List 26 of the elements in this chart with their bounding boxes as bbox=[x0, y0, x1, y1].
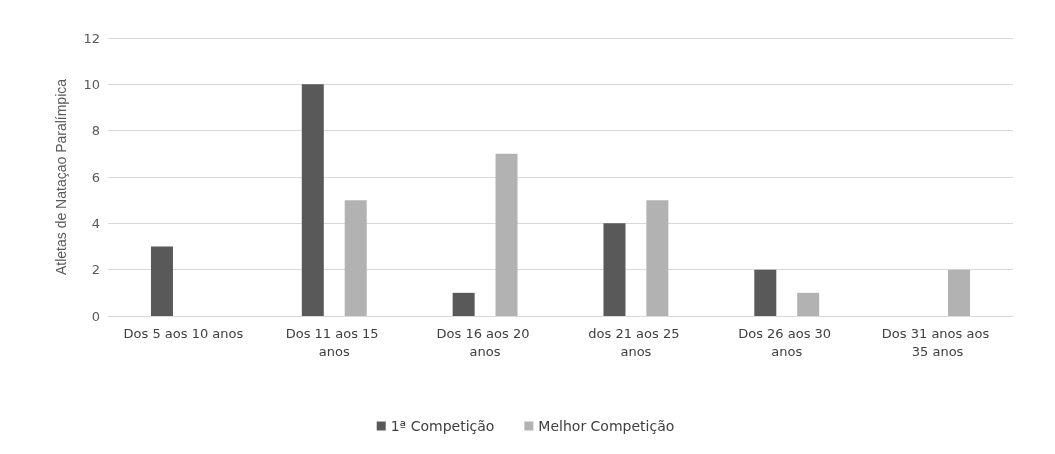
bar bbox=[754, 269, 777, 316]
bar bbox=[150, 246, 173, 316]
y-tick-label: 2 bbox=[91, 262, 100, 278]
x-tick-label: Dos 26 aos 30 anos bbox=[738, 325, 836, 359]
y-tick-label: 4 bbox=[91, 215, 100, 231]
y-tick-label: 12 bbox=[83, 30, 100, 46]
y-tick-label: 6 bbox=[91, 169, 100, 185]
bar bbox=[452, 292, 475, 316]
y-tick-label: 10 bbox=[83, 76, 100, 92]
x-tick-label: Dos 5 aos 10 anos bbox=[123, 325, 244, 341]
bar bbox=[301, 84, 324, 316]
y-tick-label: 0 bbox=[91, 308, 100, 324]
x-tick-label: dos 21 aos 25 anos bbox=[588, 325, 684, 359]
y-axis-title: Atletas de Nataçao Paralímpica bbox=[53, 78, 69, 276]
legend-label: Melhor Competição bbox=[538, 418, 675, 434]
bar bbox=[495, 153, 518, 316]
bar bbox=[344, 200, 367, 316]
x-tick-label: Dos 11 aos 15 anos bbox=[285, 325, 383, 359]
legend-label: 1ª Competição bbox=[390, 418, 495, 434]
bar bbox=[646, 200, 669, 316]
y-tick-label: 8 bbox=[91, 123, 100, 139]
bar bbox=[797, 292, 820, 316]
x-tick-label: Dos 31 anos aos 35 anos bbox=[881, 325, 994, 359]
bar bbox=[603, 223, 626, 316]
bar bbox=[948, 269, 971, 316]
x-tick-label: Dos 16 aos 20 anos bbox=[436, 325, 534, 359]
